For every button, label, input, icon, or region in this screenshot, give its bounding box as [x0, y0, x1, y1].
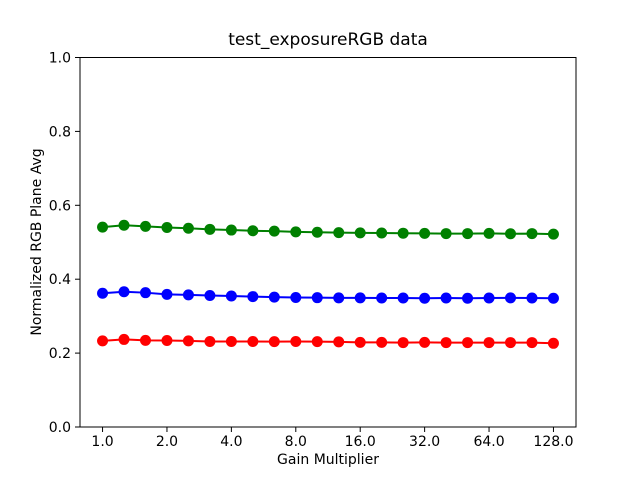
x-tick-label: 64.0: [473, 434, 504, 450]
data-point-green-plane: [204, 223, 216, 235]
data-point-green-plane: [354, 227, 366, 239]
y-tick-label: 0.8: [49, 124, 71, 140]
x-tick-label: 1.0: [91, 434, 113, 450]
data-point-blue-plane: [139, 287, 151, 299]
data-point-red-plane: [419, 336, 431, 348]
data-point-blue-plane: [505, 292, 517, 304]
data-point-green-plane: [290, 226, 302, 238]
data-point-blue-plane: [483, 292, 495, 304]
data-point-green-plane: [376, 227, 388, 239]
chart-title: test_exposureRGB data: [228, 30, 428, 50]
data-point-blue-plane: [268, 291, 280, 303]
data-point-red-plane: [268, 336, 280, 348]
data-point-green-plane: [182, 222, 194, 234]
x-tick-label: 8.0: [285, 434, 307, 450]
data-point-red-plane: [311, 336, 323, 348]
series-line-green-plane: [102, 224, 554, 236]
data-point-red-plane: [333, 336, 345, 348]
x-tick-label: 32.0: [409, 434, 440, 450]
data-point-green-plane: [440, 228, 452, 240]
data-point-green-plane: [483, 227, 495, 239]
y-tick-label: 0.6: [49, 198, 71, 214]
data-point-red-plane: [290, 335, 302, 347]
data-point-green-plane: [505, 228, 517, 240]
data-point-red-plane: [354, 336, 366, 348]
data-point-green-plane: [97, 221, 109, 233]
data-point-red-plane: [139, 334, 151, 346]
data-point-red-plane: [204, 335, 216, 347]
data-point-green-plane: [397, 227, 409, 239]
data-point-red-plane: [526, 337, 538, 349]
y-axis-label: Normalized RGB Plane Avg: [29, 148, 45, 336]
data-point-green-plane: [118, 219, 130, 231]
data-point-red-plane: [505, 337, 517, 349]
y-tick-label: 0.0: [49, 420, 71, 436]
data-point-blue-plane: [376, 292, 388, 304]
data-point-green-plane: [333, 227, 345, 239]
data-point-blue-plane: [182, 289, 194, 301]
data-point-blue-plane: [225, 290, 237, 302]
data-point-blue-plane: [462, 292, 474, 304]
data-point-green-plane: [139, 220, 151, 232]
x-tick-label: 2.0: [156, 434, 178, 450]
data-point-red-plane: [483, 337, 495, 349]
series-line-red-plane: [102, 338, 554, 345]
data-point-blue-plane: [547, 292, 559, 304]
series-line-blue-plane: [102, 290, 554, 300]
data-point-red-plane: [225, 335, 237, 347]
y-tick-label: 0.2: [49, 346, 71, 362]
data-point-blue-plane: [97, 287, 109, 299]
data-point-green-plane: [462, 228, 474, 240]
data-point-red-plane: [547, 337, 559, 349]
data-point-green-plane: [419, 227, 431, 239]
y-tick-label: 0.4: [49, 272, 71, 288]
x-tick-label: 4.0: [220, 434, 242, 450]
data-point-red-plane: [397, 337, 409, 349]
data-point-green-plane: [247, 225, 259, 237]
data-point-blue-plane: [397, 292, 409, 304]
axes-frame: [79, 57, 577, 428]
x-tick-label: 16.0: [345, 434, 376, 450]
data-point-green-plane: [268, 225, 280, 237]
data-point-red-plane: [440, 337, 452, 349]
data-point-red-plane: [182, 335, 194, 347]
data-point-blue-plane: [204, 289, 216, 301]
data-point-red-plane: [376, 336, 388, 348]
data-point-red-plane: [161, 335, 173, 347]
data-point-green-plane: [225, 224, 237, 236]
data-point-blue-plane: [354, 292, 366, 304]
x-tick-label: 128.0: [533, 434, 573, 450]
x-axis-label: Gain Multiplier: [277, 452, 379, 468]
data-point-blue-plane: [440, 292, 452, 304]
data-point-red-plane: [118, 333, 130, 345]
data-point-blue-plane: [311, 292, 323, 304]
data-point-green-plane: [526, 228, 538, 240]
y-tick-label: 1.0: [49, 51, 71, 67]
data-point-red-plane: [97, 335, 109, 347]
data-point-blue-plane: [118, 286, 130, 298]
data-point-blue-plane: [419, 292, 431, 304]
data-point-blue-plane: [161, 288, 173, 300]
data-point-red-plane: [247, 335, 259, 347]
data-point-green-plane: [161, 221, 173, 233]
data-point-blue-plane: [290, 291, 302, 303]
data-point-blue-plane: [333, 292, 345, 304]
data-point-blue-plane: [526, 292, 538, 304]
data-point-green-plane: [547, 228, 559, 240]
data-point-green-plane: [311, 226, 323, 238]
data-point-blue-plane: [247, 291, 259, 303]
data-point-red-plane: [462, 337, 474, 349]
